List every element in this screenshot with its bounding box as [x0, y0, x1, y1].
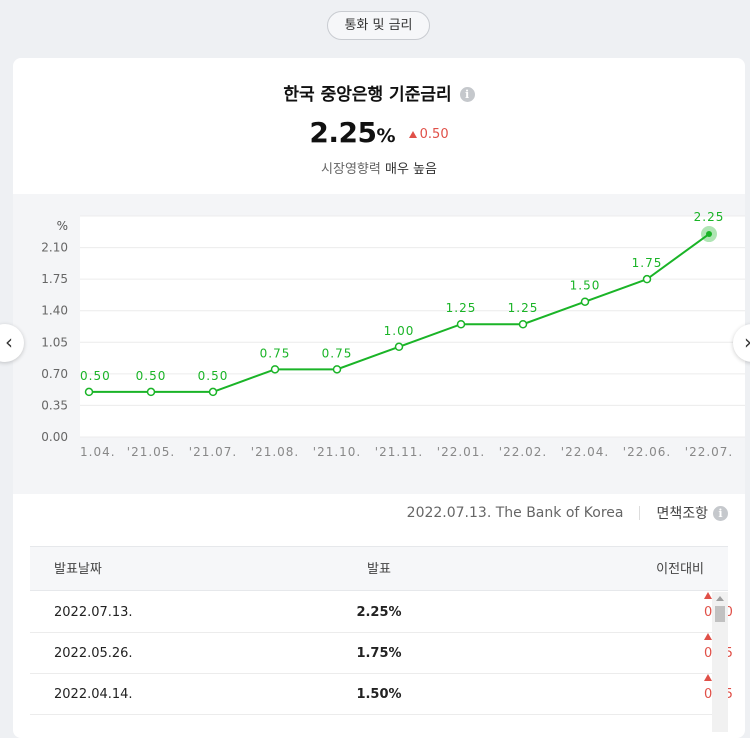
x-tick-label: '21.05. [127, 445, 175, 459]
x-tick-label: 1.04. [80, 445, 116, 459]
rate-change: 0.50 [408, 127, 449, 142]
data-label: 1.25 [446, 301, 477, 315]
header-value: 발표 [367, 562, 391, 577]
data-point [642, 274, 652, 284]
y-tick-label: 1.05 [41, 335, 68, 349]
info-icon[interactable]: i [459, 87, 475, 102]
x-tick-label: '22.07. [685, 445, 733, 459]
x-tick-label: '22.01. [437, 445, 485, 459]
data-label: 1.75 [632, 256, 663, 270]
data-label: 1.00 [384, 324, 415, 338]
data-point [84, 387, 94, 397]
market-impact: 시장영향력 매우 높음 [13, 158, 745, 177]
card-title-row: 한국 중앙은행 기준금리 i [13, 80, 745, 105]
y-tick-label: 1.75 [41, 272, 68, 286]
data-label: 1.25 [508, 301, 539, 315]
table-scrollbar[interactable] [712, 592, 728, 732]
x-tick-label: '21.08. [251, 445, 299, 459]
x-tick-label: '22.04. [561, 445, 609, 459]
chart-area: 0.00 0.35 0.70 1.05 1.40 1.75 2.10% 1.04. '21.05… [13, 194, 745, 494]
table-header: 발표날짜 발표 이전대비 [30, 546, 728, 591]
market-impact-label: 시장영향력 [321, 162, 381, 177]
row-value: 1.50% [356, 687, 402, 702]
row-value: 2.25% [356, 605, 402, 620]
next-button[interactable]: › [733, 324, 750, 362]
y-tick-label: 0.35 [41, 398, 68, 412]
source-divider [639, 506, 641, 520]
table-body: 2022.07.13. 2.25% 0.50 2022.05.26. 1.75%… [30, 592, 733, 715]
data-label: 0.75 [322, 346, 353, 360]
source-date: 2022.07.13. [406, 505, 492, 521]
current-rate: 2.25 [309, 116, 377, 149]
row-date: 2022.07.13. [54, 605, 133, 620]
up-arrow-icon [704, 674, 712, 681]
data-point [332, 365, 342, 374]
category-chip[interactable]: 통화 및 금리 [327, 11, 430, 40]
up-arrow-icon [704, 633, 712, 640]
y-tick-label: 1.40 [41, 304, 68, 318]
up-arrow-icon [408, 131, 417, 138]
data-point [208, 387, 218, 397]
data-point [518, 319, 528, 329]
table-row: 2022.04.14. 1.50% 0.25 [30, 674, 733, 715]
data-label: 0.75 [260, 346, 291, 360]
data-label: 2.25 [694, 210, 725, 224]
x-tick-label: '22.06. [623, 445, 671, 459]
x-tick-label: '21.11. [375, 445, 423, 459]
current-value-row: 2.25% 0.50 [13, 116, 745, 149]
data-label: 0.50 [136, 369, 167, 383]
market-impact-value: 매우 높음 [384, 162, 437, 177]
chevron-left-icon: ‹ [5, 330, 13, 354]
row-date: 2022.04.14. [54, 687, 133, 702]
y-tick-label: 0.00 [41, 430, 68, 444]
x-tick-label: '21.10. [313, 445, 361, 459]
data-point [456, 319, 466, 329]
rate-unit: % [376, 125, 396, 147]
x-tick-label: '22.02. [499, 445, 547, 459]
data-label: 0.50 [198, 369, 229, 383]
disclaimer-info-icon[interactable]: i [713, 505, 728, 521]
data-point [270, 365, 280, 374]
table-row: 2022.07.13. 2.25% 0.50 [30, 592, 733, 633]
scroll-thumb[interactable] [715, 606, 725, 622]
source-row: 2022.07.13. The Bank of Korea 면책조항 i [407, 503, 728, 523]
data-point [394, 342, 404, 352]
source-publisher: The Bank of Korea [495, 505, 624, 521]
data-label: 1.50 [570, 279, 601, 293]
data-label: 0.50 [80, 369, 111, 383]
header-change: 이전대비 [656, 562, 704, 577]
y-tick-label: 2.10 [41, 241, 68, 255]
data-point [580, 297, 590, 306]
y-axis-label: % [57, 219, 68, 233]
disclaimer-link[interactable]: 면책조항 [656, 506, 708, 522]
scroll-up-icon[interactable] [716, 596, 724, 601]
row-value: 1.75% [356, 646, 402, 661]
header-date: 발표날짜 [54, 562, 102, 577]
data-point [706, 231, 712, 238]
y-tick-label: 0.70 [41, 367, 68, 381]
rate-card: 한국 중앙은행 기준금리 i 2.25% 0.50 시장영향력 매우 높음 0.0… [13, 58, 745, 738]
row-date: 2022.05.26. [54, 646, 133, 661]
table-row: 2022.05.26. 1.75% 0.25 [30, 633, 733, 674]
x-tick-label: '21.07. [189, 445, 237, 459]
up-arrow-icon [704, 592, 712, 599]
chevron-right-icon: › [744, 330, 750, 354]
plot-background [80, 216, 745, 437]
rate-change-value: 0.50 [419, 127, 449, 142]
card-title: 한국 중앙은행 기준금리 [283, 85, 452, 105]
rate-line-chart: 0.00 0.35 0.70 1.05 1.40 1.75 2.10% 1.04. '21.05… [41, 210, 745, 459]
data-point [146, 387, 156, 397]
